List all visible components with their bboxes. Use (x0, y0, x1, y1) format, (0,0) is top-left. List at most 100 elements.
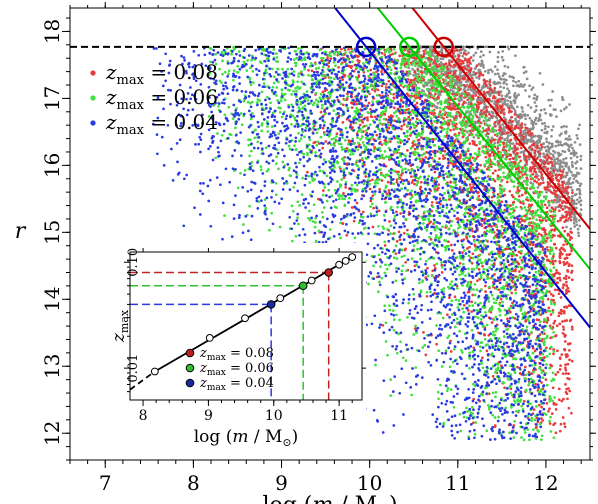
scatter-point (535, 95, 539, 98)
scatter-point (475, 197, 479, 201)
scatter-point (502, 112, 506, 116)
scatter-point (506, 317, 509, 321)
scatter-point (531, 243, 535, 247)
scatter-point (479, 71, 482, 75)
scatter-point (551, 386, 555, 390)
scatter-point (329, 143, 333, 146)
scatter-point (358, 123, 362, 127)
scatter-point (512, 185, 516, 188)
scatter-point (350, 106, 354, 109)
scatter-point (545, 158, 549, 161)
scatter-point (424, 69, 428, 73)
scatter-point (351, 49, 354, 52)
scatter-point (550, 128, 554, 132)
scatter-point (530, 143, 534, 147)
scatter-point (470, 133, 474, 137)
scatter-point (538, 113, 542, 116)
scatter-point (468, 61, 472, 65)
scatter-point (521, 110, 525, 113)
scatter-point (472, 91, 476, 95)
scatter-point (570, 278, 574, 282)
scatter-point (514, 291, 518, 295)
scatter-point (505, 82, 509, 86)
scatter-point (487, 333, 491, 337)
scatter-point (418, 157, 421, 161)
scatter-point (549, 184, 553, 188)
scatter-point (537, 232, 541, 236)
scatter-point (555, 268, 558, 272)
scatter-point (561, 185, 565, 189)
scatter-point (320, 59, 324, 63)
scatter-point (373, 89, 377, 93)
scatter-point (561, 149, 565, 153)
scatter-point (508, 157, 512, 161)
scatter-point (548, 407, 551, 411)
scatter-point (485, 349, 489, 353)
scatter-point (490, 259, 493, 263)
scatter-point (577, 218, 581, 222)
scatter-point (472, 135, 476, 139)
scatter-point (227, 105, 231, 109)
scatter-point (507, 89, 511, 93)
scatter-point (404, 247, 407, 251)
scatter-point (267, 168, 270, 171)
scatter-point (569, 182, 573, 185)
scatter-point (568, 212, 571, 215)
scatter-point (525, 138, 528, 141)
scatter-point (446, 313, 449, 317)
scatter-point (564, 130, 568, 133)
scatter-point (524, 70, 528, 73)
scatter-point (563, 422, 566, 425)
scatter-point (453, 295, 457, 299)
scatter-point (446, 119, 450, 122)
scatter-point (378, 280, 381, 284)
scatter-point (503, 138, 507, 142)
scatter-point (512, 79, 515, 83)
scatter-point (557, 387, 561, 391)
scatter-point (526, 103, 530, 107)
scatter-point (444, 172, 448, 176)
scatter-point (533, 228, 537, 232)
scatter-point (352, 219, 356, 223)
scatter-point (531, 216, 535, 220)
scatter-point (528, 129, 531, 133)
scatter-point (472, 142, 475, 146)
scatter-point (404, 111, 407, 115)
scatter-point (422, 52, 426, 56)
scatter-point (440, 49, 444, 53)
scatter-point (279, 106, 282, 110)
scatter-point (335, 132, 339, 136)
scatter-point (512, 357, 515, 361)
scatter-point (524, 128, 527, 132)
scatter-point (564, 189, 567, 193)
scatter-point (540, 190, 544, 194)
scatter-point (572, 149, 576, 152)
scatter-point (545, 258, 549, 262)
scatter-point (374, 363, 377, 367)
scatter-point (417, 132, 421, 135)
scatter-point (506, 103, 510, 106)
scatter-point (493, 179, 497, 183)
scatter-point (548, 290, 551, 294)
scatter-point (545, 402, 549, 405)
scatter-point (494, 391, 498, 394)
scatter-point (567, 387, 570, 390)
scatter-point (513, 160, 517, 164)
scatter-point (510, 167, 514, 171)
scatter-point (428, 45, 432, 49)
scatter-point (483, 45, 487, 49)
scatter-point (513, 113, 517, 116)
scatter-point (522, 130, 525, 133)
scatter-point (510, 106, 514, 109)
scatter-point (514, 167, 518, 171)
scatter-point (477, 98, 481, 102)
scatter-point (350, 206, 354, 209)
scatter-point (521, 173, 524, 177)
scatter-point (565, 125, 568, 128)
scatter-point (495, 99, 499, 103)
scatter-point (567, 377, 571, 381)
scatter-point (545, 131, 549, 135)
scatter-point (531, 351, 535, 355)
